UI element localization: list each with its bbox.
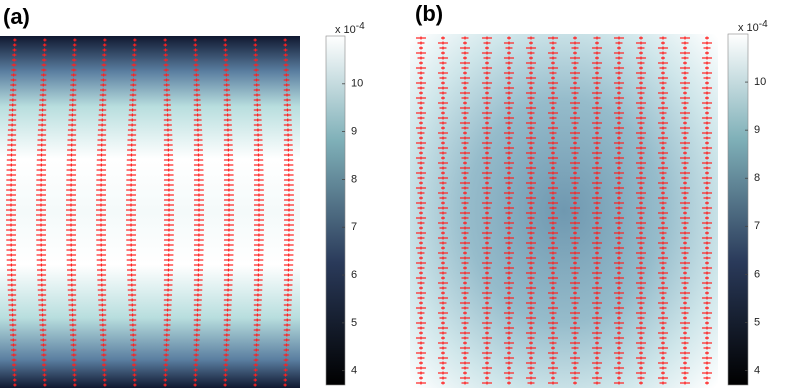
field-image: [0, 36, 300, 388]
colorbar-exponent: -4: [759, 19, 768, 30]
colorbar-tick-label: 9: [754, 124, 760, 136]
colorbar-tick-label: 4: [754, 364, 760, 376]
colorbar-tick-label: 9: [351, 126, 357, 138]
colorbar-tick-label: 7: [351, 221, 357, 233]
panel-label: (a): [3, 4, 30, 29]
colorbar-tick-label: 8: [754, 172, 760, 184]
panel-label: (b): [415, 1, 443, 26]
field-image: [410, 34, 718, 388]
colorbar-label: x 10-4: [335, 21, 365, 36]
colorbar: [727, 33, 749, 386]
colorbar-tick-label: 6: [351, 269, 357, 281]
colorbar-tick-label: 10: [351, 78, 363, 90]
colorbar-tick-label: 8: [351, 173, 357, 185]
colorbar-tick-label: 4: [351, 365, 357, 377]
vector-field: [6, 38, 294, 387]
colorbar: [325, 35, 346, 386]
colorbar-tick-label: 5: [754, 316, 760, 328]
colorbar-label-base: x 10: [335, 24, 356, 36]
vector-field: [416, 36, 712, 385]
colorbar-exponent: -4: [356, 21, 365, 32]
colorbar-tick-label: 10: [754, 76, 766, 88]
colorbar-tick-label: 7: [754, 220, 760, 232]
colorbar-tick-label: 5: [351, 317, 357, 329]
colorbar-tick-label: 6: [754, 268, 760, 280]
colorbar-label-base: x 10: [738, 22, 759, 34]
colorbar-label: x 10-4: [738, 19, 768, 34]
